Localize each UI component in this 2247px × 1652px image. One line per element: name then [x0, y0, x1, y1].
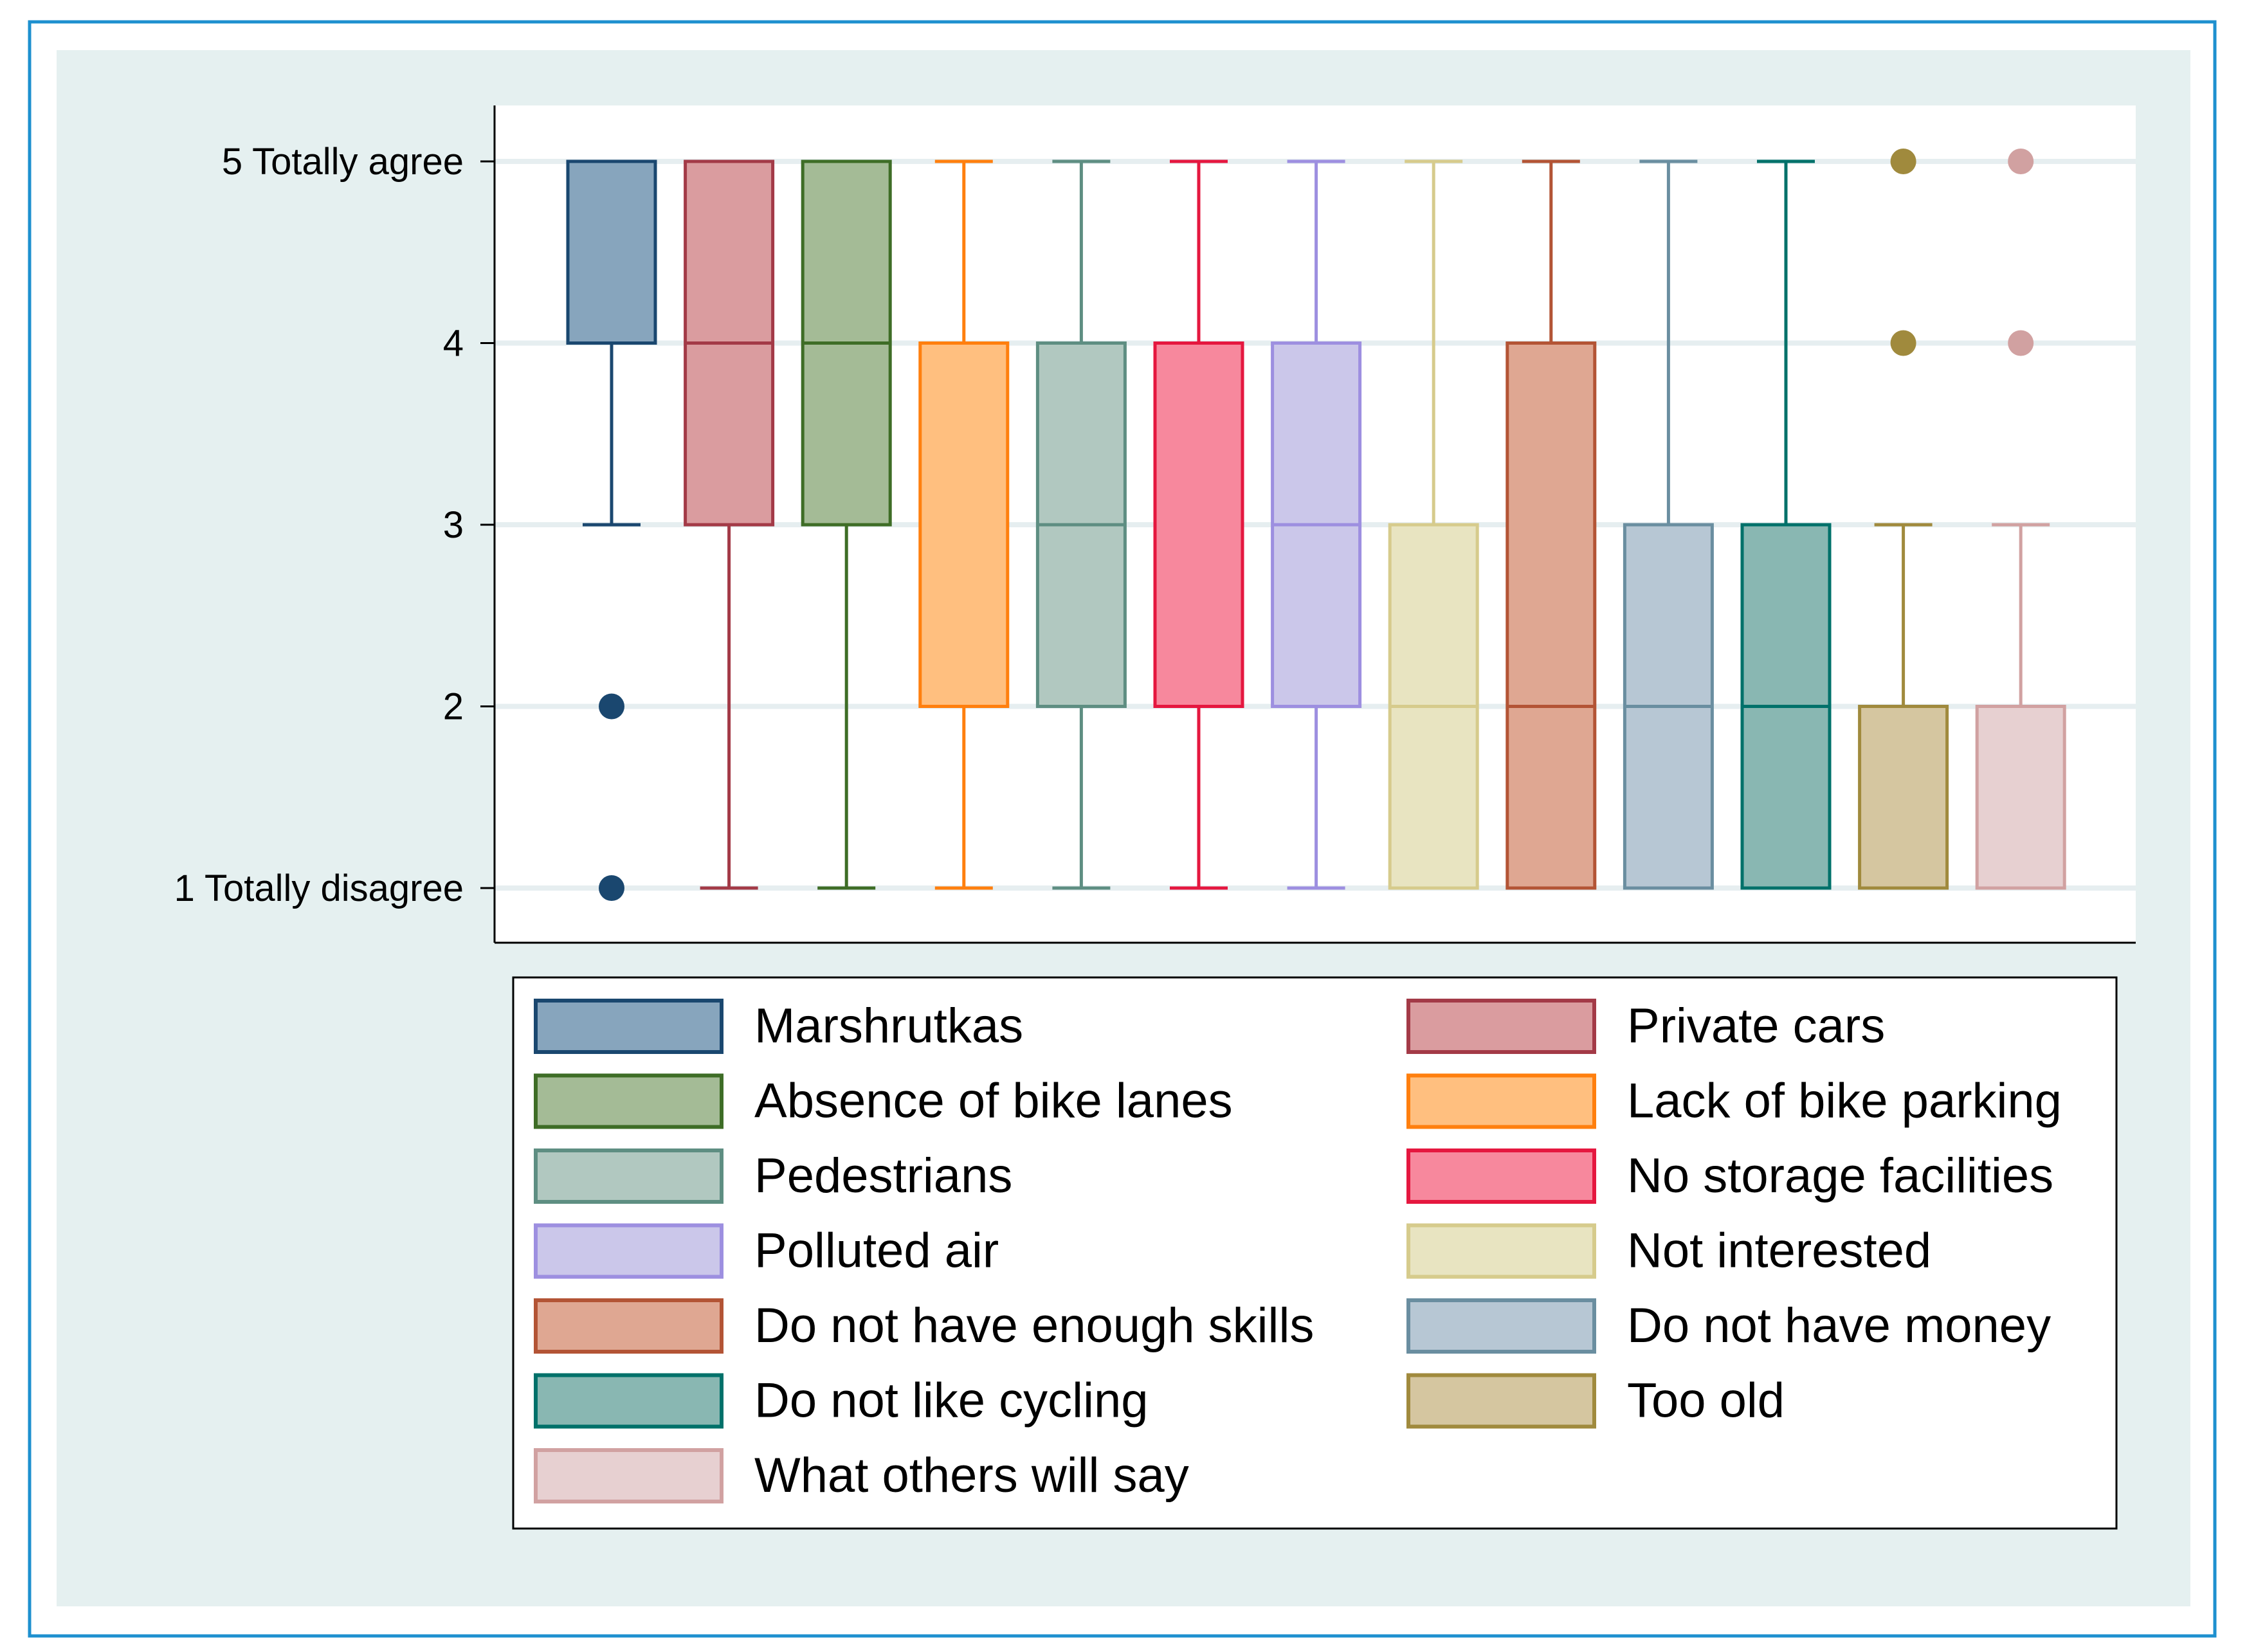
box-marshrutkas [566, 159, 657, 901]
box-too-old [1858, 149, 1949, 890]
box-iqr [1975, 705, 2066, 890]
legend-swatch [534, 1148, 723, 1204]
box-do-not-like-cycling [1740, 159, 1832, 890]
outlier-point [1890, 149, 1916, 174]
legend-item: Not interested [1406, 1223, 1931, 1279]
box-absence-of-bike-lanes [801, 159, 892, 890]
box-do-not-have-enough-skills [1506, 159, 1597, 890]
box-iqr [1153, 341, 1244, 708]
legend-item: What others will say [534, 1448, 1189, 1503]
outlier-point [599, 693, 624, 720]
y-tick-label: 2 [443, 686, 464, 728]
legend-label: Do not have enough skills [754, 1298, 1314, 1353]
legend-swatch [1406, 1373, 1596, 1429]
legend-item: Private cars [1406, 999, 1885, 1054]
legend-swatch [534, 1298, 723, 1354]
box-iqr [566, 159, 657, 345]
legend-label: What others will say [754, 1448, 1189, 1503]
legend-label: Not interested [1627, 1224, 1931, 1278]
legend-swatch [534, 1448, 723, 1503]
y-tick-label: 4 [443, 323, 464, 365]
legend-swatch [1406, 1148, 1596, 1204]
legend-label: Too old [1627, 1374, 1785, 1428]
legend-label: Absence of bike lanes [754, 1074, 1233, 1129]
box-lack-of-bike-parking [918, 159, 1010, 890]
legend-item: Do not like cycling [534, 1373, 1149, 1429]
legend-item: Do not have money [1406, 1298, 2051, 1354]
box-iqr [1506, 341, 1597, 890]
box-do-not-have-money [1623, 159, 1714, 890]
legend-swatch [1406, 1073, 1596, 1129]
outlier-point [2008, 330, 2034, 356]
outlier-point [599, 875, 624, 901]
legend-label: Polluted air [754, 1224, 999, 1278]
legend-swatch [534, 1073, 723, 1129]
legend-label: Lack of bike parking [1627, 1074, 2062, 1129]
legend-swatch [534, 1373, 723, 1429]
legend-swatch [1406, 999, 1596, 1054]
legend-label: Private cars [1627, 999, 1885, 1053]
y-tick-label: 3 [443, 504, 464, 546]
legend-swatch [534, 1223, 723, 1279]
legend-label: Do not like cycling [754, 1374, 1149, 1428]
legend-item: No storage facilities [1406, 1148, 2053, 1204]
legend-label: Do not have money [1627, 1298, 2051, 1353]
box-plots [566, 149, 2066, 901]
box-polluted-air [1271, 159, 1362, 890]
outlier-point [1890, 330, 1916, 356]
legend-label: No storage facilities [1627, 1148, 2053, 1203]
box-no-storage-facilities [1153, 159, 1244, 890]
legend-item: Marshrutkas [534, 999, 1023, 1054]
box-iqr [918, 341, 1010, 708]
legend-item: Lack of bike parking [1406, 1073, 2062, 1129]
legend-swatch [1406, 1298, 1596, 1354]
legend-item: Pedestrians [534, 1148, 1012, 1204]
box-private-cars [684, 159, 775, 890]
y-tick-label: 1 Totally disagree [174, 867, 464, 909]
y-axis: 5 Totally agree 4 3 2 1 Totally disagree [174, 141, 495, 909]
legend-item: Too old [1406, 1373, 1785, 1429]
legend: Marshrutkas Private cars Absence of bike l… [534, 999, 2062, 1503]
y-tick-label: 5 Totally agree [222, 141, 464, 183]
legend-label: Marshrutkas [754, 999, 1023, 1053]
box-iqr [1858, 705, 1949, 890]
legend-box [512, 976, 2118, 1530]
legend-item: Absence of bike lanes [534, 1073, 1233, 1129]
box-what-others-will-say [1975, 149, 2066, 890]
legend-item: Polluted air [534, 1223, 999, 1279]
legend-item: Do not have enough skills [534, 1298, 1314, 1354]
box-not-interested [1388, 159, 1479, 890]
legend-swatch [1406, 1223, 1596, 1279]
legend-swatch [534, 999, 723, 1054]
legend-label: Pedestrians [754, 1148, 1012, 1203]
outlier-point [2008, 149, 2034, 174]
box-pedestrians [1035, 159, 1127, 890]
